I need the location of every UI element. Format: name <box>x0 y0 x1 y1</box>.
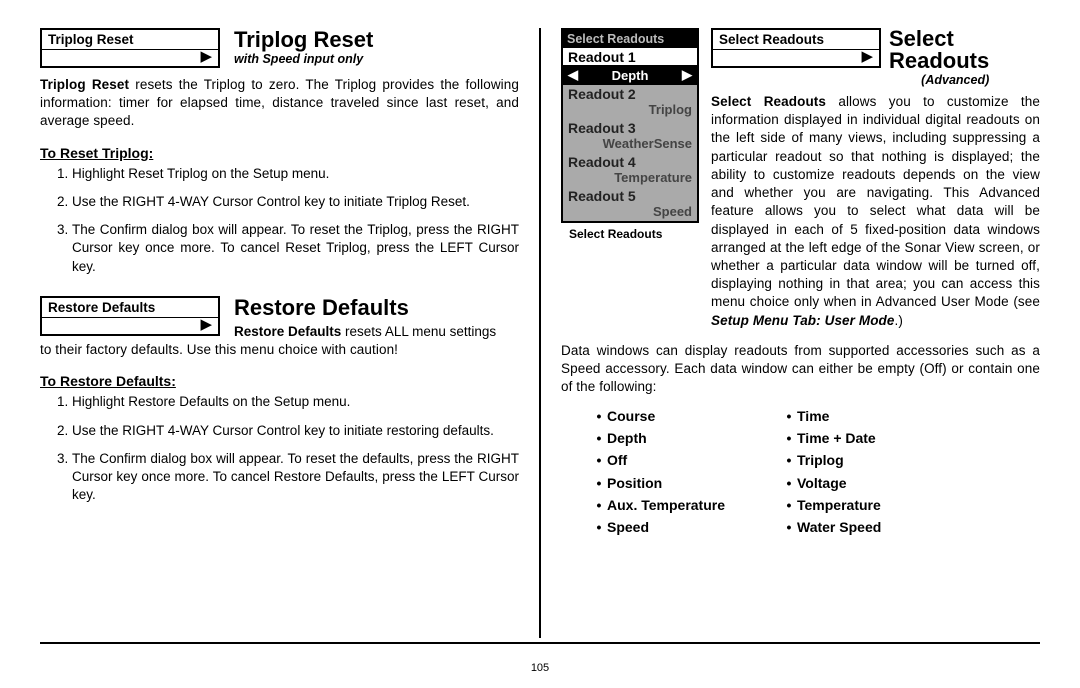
bullet-item: Time <box>781 405 951 427</box>
readout-value: Triplog <box>563 102 697 119</box>
readout-item: Readout 1 <box>563 48 697 65</box>
arrow-right-icon: ▶ <box>713 50 879 66</box>
restore-intro-rest-1: resets ALL menu settings <box>341 324 496 339</box>
restore-steps: Highlight Restore Defaults on the Setup … <box>40 393 519 504</box>
bullet-item: Speed <box>591 516 761 538</box>
triplog-subtitle: with Speed input only <box>234 52 373 66</box>
page-number: 105 <box>0 662 1080 674</box>
triplog-intro-bold: Triplog Reset <box>40 77 129 92</box>
select-readouts-header: Select Readouts Readout 1 ◀ Depth ▶ Read… <box>561 28 1040 336</box>
bullet-item: Depth <box>591 427 761 449</box>
readouts-caption: Select Readouts <box>569 227 705 241</box>
two-columns: Triplog Reset ▶ Triplog Reset with Speed… <box>40 28 1040 638</box>
bullet-grid: Course Depth Off Position Aux. Temperatu… <box>591 405 1040 539</box>
bullet-item: Off <box>591 449 761 471</box>
restore-step: The Confirm dialog box will appear. To r… <box>72 450 519 505</box>
restore-menu-box: Restore Defaults ▶ <box>40 296 220 336</box>
select-subtitle: (Advanced) <box>889 73 989 87</box>
triplog-steps-head: To Reset Triplog: <box>40 145 519 161</box>
restore-menu-label: Restore Defaults <box>42 298 218 318</box>
select-menu-label: Select Readouts <box>713 30 879 50</box>
readout-value: WeatherSense <box>563 136 697 153</box>
select-intro-ref: Setup Menu Tab: User Mode <box>711 313 895 328</box>
triplog-header: Triplog Reset ▶ Triplog Reset with Speed… <box>40 28 519 70</box>
readout-item: Readout 4 <box>563 153 697 170</box>
select-title-l2: Readouts <box>889 48 989 73</box>
select-intro: Select Readouts allows you to customize … <box>711 93 1040 330</box>
arrow-right-icon: ▶ <box>42 318 218 334</box>
readouts-screenshot-block: Select Readouts Readout 1 ◀ Depth ▶ Read… <box>561 28 705 241</box>
triplog-heading: Triplog Reset with Speed input only <box>234 28 373 66</box>
restore-title: Restore Defaults <box>234 296 496 319</box>
right-column: Select Readouts Readout 1 ◀ Depth ▶ Read… <box>561 28 1040 638</box>
readout-value: Temperature <box>563 170 697 187</box>
bullet-item: Temperature <box>781 494 951 516</box>
manual-page: Triplog Reset ▶ Triplog Reset with Speed… <box>0 0 1080 688</box>
restore-intro-rest-2: to their factory defaults. Use this menu… <box>40 341 519 359</box>
bullet-col-b: Time Time + Date Triplog Voltage Tempera… <box>781 405 951 539</box>
triplog-menu-label: Triplog Reset <box>42 30 218 50</box>
restore-steps-head: To Restore Defaults: <box>40 373 519 389</box>
triplog-steps: Highlight Reset Triplog on the Setup men… <box>40 165 519 276</box>
bottom-rule <box>40 642 1040 644</box>
select-para2: Data windows can display readouts from s… <box>561 342 1040 397</box>
triplog-step: The Confirm dialog box will appear. To r… <box>72 221 519 276</box>
readout-item: Readout 3 <box>563 119 697 136</box>
bullet-item: Voltage <box>781 472 951 494</box>
triplog-intro: Triplog Reset resets the Triplog to zero… <box>40 76 519 131</box>
bullet-item: Aux. Temperature <box>591 494 761 516</box>
select-intro-rest: allows you to customize the information … <box>711 94 1040 309</box>
triplog-step: Use the RIGHT 4-WAY Cursor Control key t… <box>72 193 519 211</box>
readout-item: Readout 5 <box>563 187 697 204</box>
bullet-item: Course <box>591 405 761 427</box>
restore-header: Restore Defaults ▶ Restore Defaults Rest… <box>40 296 519 341</box>
restore-intro-bold: Restore Defaults <box>234 324 341 339</box>
bullet-col-a: Course Depth Off Position Aux. Temperatu… <box>591 405 761 539</box>
column-divider <box>539 28 541 638</box>
bullet-item: Time + Date <box>781 427 951 449</box>
select-readouts-text: Select Readouts ▶ Select Readouts (Advan… <box>711 28 1040 336</box>
arrow-right-icon: ▶ <box>42 50 218 66</box>
select-intro-close: .) <box>895 313 903 328</box>
select-heading: Select Readouts (Advanced) <box>889 28 989 87</box>
readout-value: Speed <box>563 204 697 221</box>
restore-heading: Restore Defaults Restore Defaults resets… <box>234 296 496 341</box>
readouts-img-head: Select Readouts <box>563 30 697 48</box>
left-column: Triplog Reset ▶ Triplog Reset with Speed… <box>40 28 519 638</box>
bullet-item: Water Speed <box>781 516 951 538</box>
triplog-step: Highlight Reset Triplog on the Setup men… <box>72 165 519 183</box>
bullet-item: Triplog <box>781 449 951 471</box>
arrow-left-icon: ◀ <box>568 67 578 83</box>
readout-value: ◀ Depth ▶ <box>563 65 697 85</box>
triplog-menu-box: Triplog Reset ▶ <box>40 28 220 68</box>
arrow-right-icon: ▶ <box>682 67 692 83</box>
triplog-title: Triplog Reset <box>234 28 373 51</box>
select-menu-box: Select Readouts ▶ <box>711 28 881 68</box>
select-intro-bold: Select Readouts <box>711 94 826 109</box>
restore-step: Use the RIGHT 4-WAY Cursor Control key t… <box>72 422 519 440</box>
readouts-screenshot: Select Readouts Readout 1 ◀ Depth ▶ Read… <box>561 28 699 223</box>
bullet-item: Position <box>591 472 761 494</box>
restore-step: Highlight Restore Defaults on the Setup … <box>72 393 519 411</box>
readout-item: Readout 2 <box>563 85 697 102</box>
